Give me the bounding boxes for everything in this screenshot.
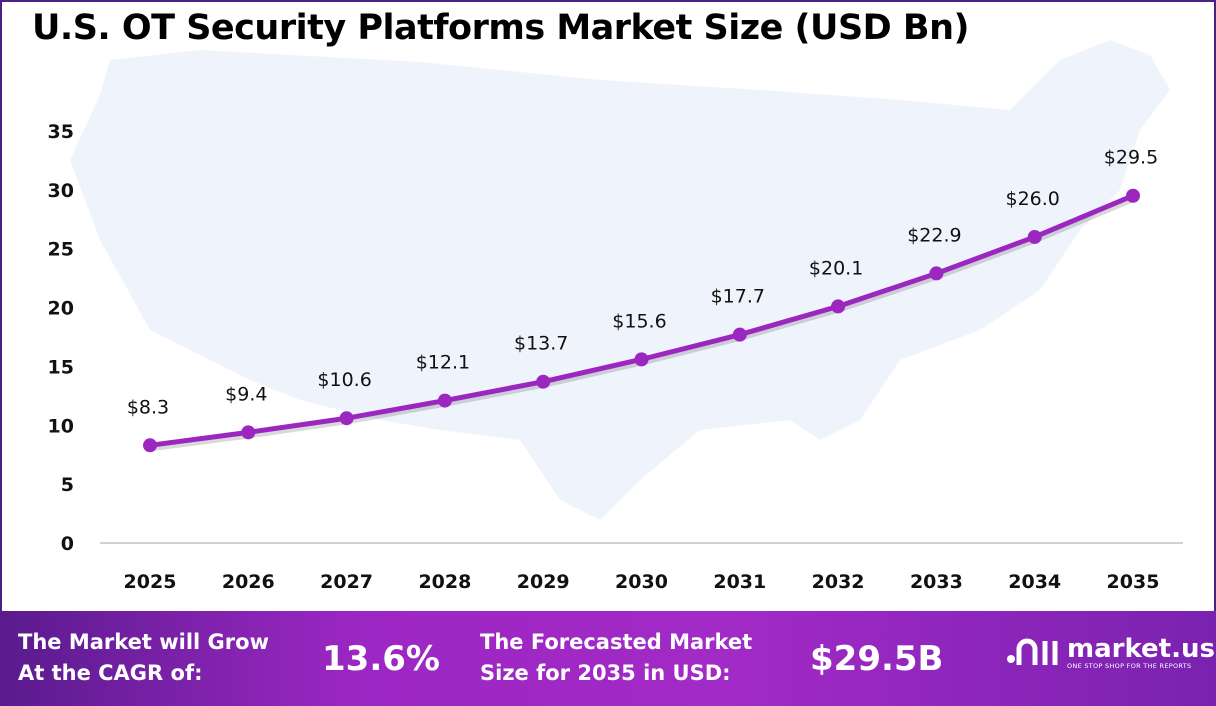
logo-mark-icon: [1007, 638, 1058, 665]
x-tick-label: 2027: [320, 571, 373, 593]
data-label: $15.6: [612, 310, 666, 332]
logo-name: market.us: [1067, 634, 1215, 664]
x-tick-label: 2031: [713, 571, 766, 593]
x-tick-label: 2032: [812, 571, 865, 593]
y-tick-label: 25: [48, 239, 74, 261]
logo-tagline: ONE STOP SHOP FOR THE REPORTS: [1067, 662, 1192, 670]
us-map-background: [70, 40, 1170, 520]
data-point: [437, 393, 452, 408]
footer-banner: The Market will Grow At the CAGR of: 13.…: [0, 611, 1216, 706]
data-point: [1027, 229, 1042, 244]
data-label: $8.3: [127, 396, 169, 418]
data-point: [1126, 188, 1140, 203]
y-tick-label: 20: [48, 298, 74, 320]
data-point: [241, 425, 256, 440]
data-point: [339, 411, 354, 426]
x-tick-label: 2026: [222, 571, 275, 593]
data-point: [929, 266, 944, 281]
data-label: $17.7: [711, 286, 765, 308]
forecast-label-line2: Size for 2035 in USD:: [480, 661, 731, 685]
data-label: $22.9: [907, 224, 961, 246]
x-tick-label: 2033: [910, 571, 963, 593]
x-tick-label: 2035: [1107, 571, 1160, 593]
cagr-label-line1: The Market will Grow: [18, 630, 269, 654]
forecast-label-line1: The Forecasted Market: [480, 630, 753, 654]
y-tick-label: 5: [61, 474, 74, 496]
data-point: [732, 327, 747, 342]
data-point: [536, 374, 551, 389]
cagr-value: 13.6%: [322, 639, 440, 679]
data-point: [143, 438, 157, 453]
chart-frame: [0, 0, 1216, 612]
x-tick-label: 2029: [517, 571, 570, 593]
x-tick-label: 2034: [1008, 571, 1061, 593]
x-tick-label: 2028: [418, 571, 471, 593]
data-label: $10.6: [317, 369, 371, 391]
forecast-label: The Forecasted Market Size for 2035 in U…: [480, 627, 752, 689]
y-tick-label: 30: [48, 180, 74, 202]
data-label: $26.0: [1005, 188, 1059, 210]
chart-title: U.S. OT Security Platforms Market Size (…: [32, 8, 969, 48]
data-label: $12.1: [416, 352, 470, 374]
forecast-value: $29.5B: [810, 639, 944, 679]
cagr-label: The Market will Grow At the CAGR of:: [18, 627, 269, 689]
cagr-label-line2: At the CAGR of:: [18, 661, 203, 685]
data-label: $9.4: [225, 383, 267, 405]
data-point: [831, 299, 846, 314]
data-label: $20.1: [809, 257, 863, 279]
y-tick-label: 15: [48, 356, 74, 378]
y-tick-label: 0: [61, 533, 74, 555]
x-tick-label: 2025: [124, 571, 177, 593]
data-label: $29.5: [1104, 147, 1158, 169]
y-tick-label: 10: [48, 415, 74, 437]
data-point: [634, 352, 649, 367]
x-tick-label: 2030: [615, 571, 668, 593]
y-tick-label: 35: [48, 121, 74, 143]
data-label: $13.7: [514, 333, 568, 355]
market-us-logo: market.us ONE STOP SHOP FOR THE REPORTS: [1005, 635, 1215, 671]
